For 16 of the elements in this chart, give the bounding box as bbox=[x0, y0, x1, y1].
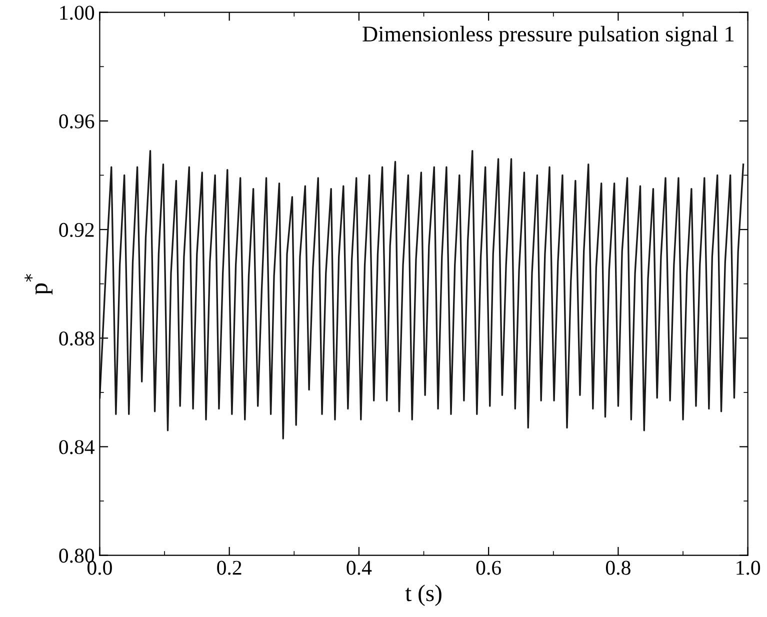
y-tick-label: 0.88 bbox=[59, 331, 94, 346]
y-tick-label: 0.80 bbox=[59, 548, 94, 563]
y-tick-label: 0.92 bbox=[59, 222, 94, 238]
annotation: Dimensionless pressure pulsation signal 1 bbox=[362, 26, 734, 46]
line-series bbox=[100, 150, 744, 440]
x-tick-label: 0.0 bbox=[87, 560, 112, 575]
y-axis-title: p$^{*}$ bbox=[24, 274, 52, 295]
y-tick-label: 1.00 bbox=[60, 6, 94, 20]
y-tick-label: 0.84 bbox=[59, 440, 95, 454]
y-tick-label: 0.96 bbox=[59, 114, 94, 128]
x-tick-label: 0.8 bbox=[606, 560, 630, 575]
x-tick-label: 0.6 bbox=[476, 560, 501, 575]
x-tick-label: 0.2 bbox=[217, 560, 242, 575]
x-tick-label: 1.0 bbox=[736, 560, 760, 575]
x-tick-label: 0.4 bbox=[346, 560, 372, 575]
x-axis-title: t (s) bbox=[405, 584, 442, 606]
